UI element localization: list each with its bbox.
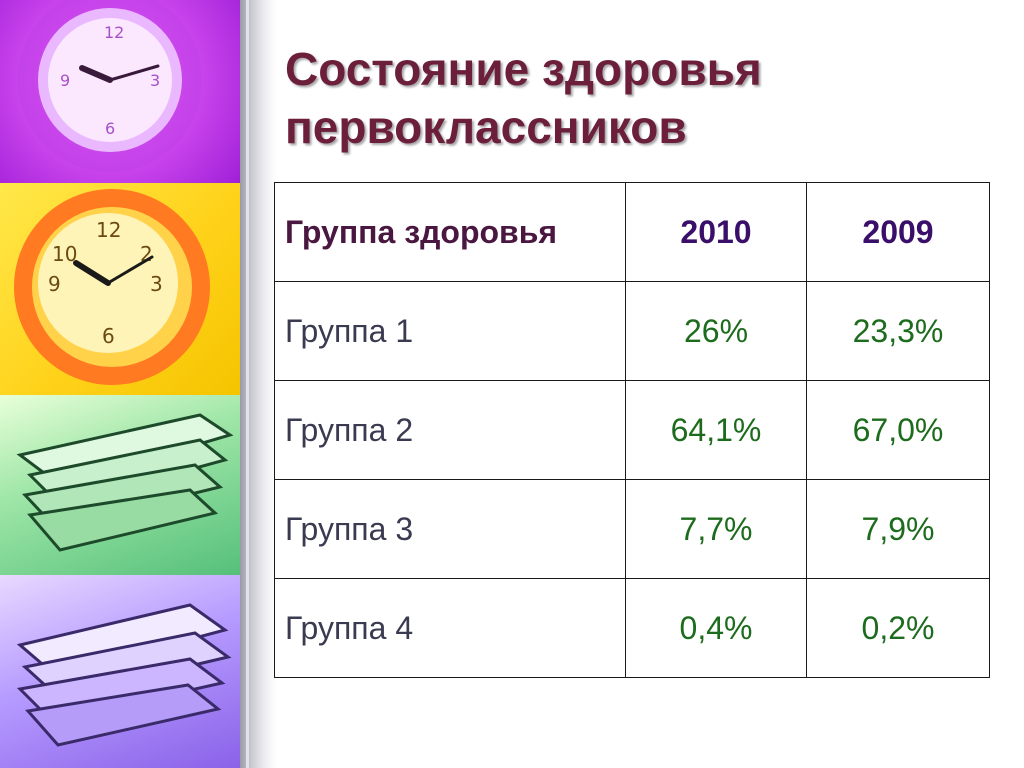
row-value-2009: 0,2% xyxy=(806,578,990,678)
table-header-row: Группа здоровья 2010 2009 xyxy=(274,182,990,282)
row-value-2010: 0,4% xyxy=(625,578,807,678)
row-value-2010: 64,1% xyxy=(625,380,807,480)
row-group-label: Группа 3 xyxy=(274,479,626,579)
purple-clock-image: 12 3 6 9 xyxy=(0,0,240,183)
svg-text:9: 9 xyxy=(60,71,70,90)
svg-text:12: 12 xyxy=(104,23,124,42)
health-table: Группа здоровья 2010 2009 Группа 1 26% 2… xyxy=(274,182,990,678)
table-row: Группа 4 0,4% 0,2% xyxy=(274,578,990,678)
row-value-2009: 23,3% xyxy=(806,281,990,381)
row-group-label: Группа 4 xyxy=(274,578,626,678)
svg-text:6: 6 xyxy=(105,119,115,138)
table-row: Группа 3 7,7% 7,9% xyxy=(274,479,990,579)
row-value-2010: 26% xyxy=(625,281,807,381)
row-value-2009: 7,9% xyxy=(806,479,990,579)
table-row: Группа 1 26% 23,3% xyxy=(274,281,990,381)
header-year-2010: 2010 xyxy=(625,182,807,282)
row-group-label: Группа 1 xyxy=(274,281,626,381)
row-group-label: Группа 2 xyxy=(274,380,626,480)
svg-text:3: 3 xyxy=(150,71,160,90)
purple-books-image xyxy=(0,575,240,768)
strip-divider xyxy=(246,0,249,768)
header-group: Группа здоровья xyxy=(274,182,626,282)
row-value-2009: 67,0% xyxy=(806,380,990,480)
svg-text:6: 6 xyxy=(102,324,115,348)
header-year-2009: 2009 xyxy=(806,182,990,282)
svg-text:9: 9 xyxy=(48,272,61,296)
green-books-image xyxy=(0,395,240,575)
table-row: Группа 2 64,1% 67,0% xyxy=(274,380,990,480)
svg-text:3: 3 xyxy=(150,272,163,296)
svg-text:12: 12 xyxy=(96,218,121,242)
row-value-2010: 7,7% xyxy=(625,479,807,579)
slide-title: Состояние здоровья первоклассников xyxy=(285,43,762,153)
